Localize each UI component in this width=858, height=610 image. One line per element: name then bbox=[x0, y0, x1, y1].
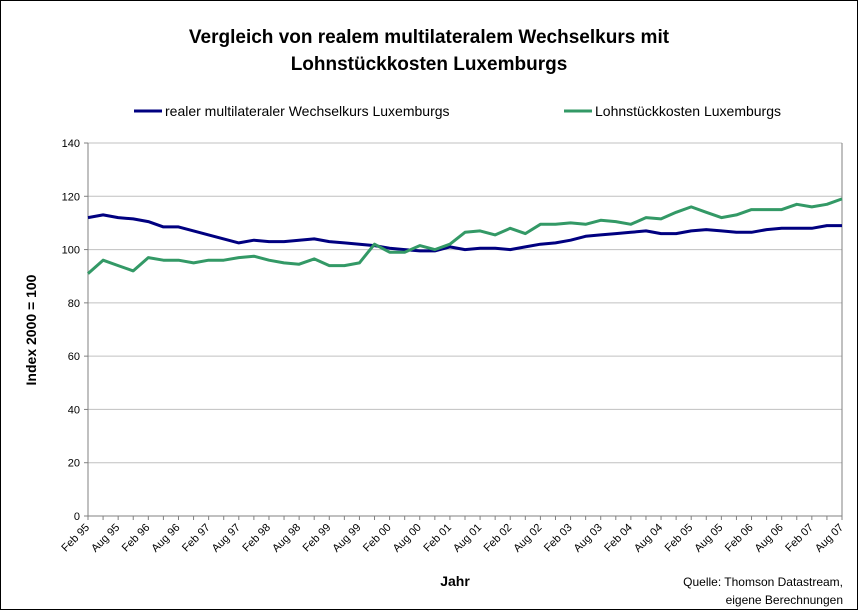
y-axis: 0 20 40 60 80 100 120 140 bbox=[62, 138, 843, 523]
chart-title-line-2: Lohnstückkosten Luxemburgs bbox=[291, 54, 568, 75]
source-line-1: Quelle: Thomson Datastream, bbox=[683, 575, 843, 589]
y-tick-label: 0 bbox=[74, 511, 80, 523]
y-tick-label: 20 bbox=[68, 458, 80, 470]
series-line-unit-labour-cost bbox=[87, 197, 843, 275]
y-tick-label: 80 bbox=[68, 298, 80, 310]
y-axis-label: Index 2000 = 100 bbox=[23, 274, 39, 385]
series-lines bbox=[87, 197, 843, 275]
y-tick-label: 120 bbox=[62, 191, 80, 203]
legend: realer multilateraler Wechselkurs Luxemb… bbox=[134, 103, 781, 119]
chart-title-line-1: Vergleich von realem multilateralem Wech… bbox=[189, 27, 670, 48]
y-tick-label: 100 bbox=[62, 245, 80, 257]
y-tick-label: 60 bbox=[68, 351, 80, 363]
source-line-2: eigene Berechnungen bbox=[726, 593, 843, 607]
legend-label-exchange-rate: realer multilateraler Wechselkurs Luxemb… bbox=[165, 103, 450, 119]
y-tick-label: 140 bbox=[62, 138, 80, 150]
legend-label-unit-labour-cost: Lohnstückkosten Luxemburgs bbox=[595, 103, 781, 119]
series-line-exchange-rate bbox=[87, 213, 842, 253]
x-axis-label: Jahr bbox=[440, 573, 470, 589]
y-tick-label: 40 bbox=[68, 404, 80, 416]
